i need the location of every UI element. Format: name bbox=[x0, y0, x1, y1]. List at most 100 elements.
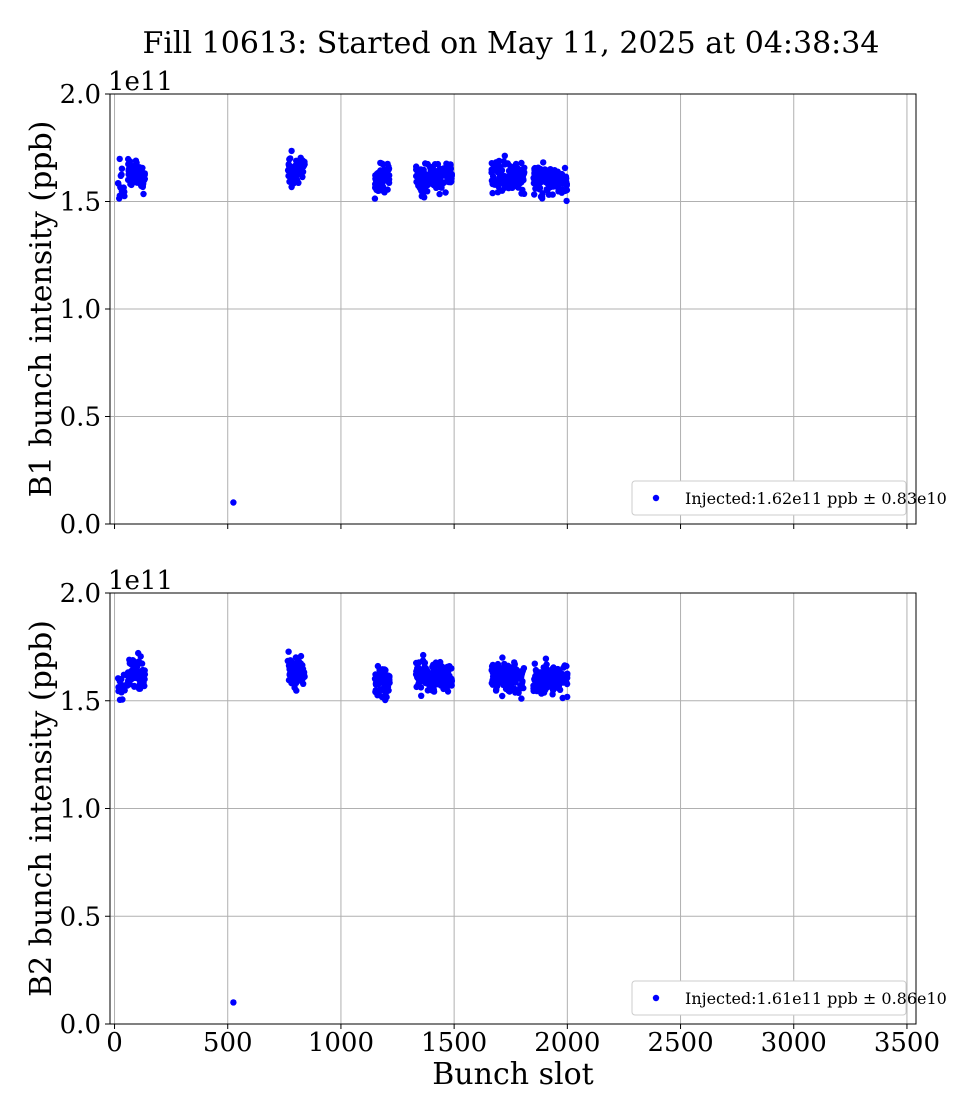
data-point bbox=[520, 684, 527, 692]
data-point bbox=[505, 676, 513, 684]
data-point bbox=[383, 676, 390, 683]
data-point bbox=[491, 181, 498, 188]
x-tick-label: 500 bbox=[203, 1028, 253, 1058]
data-point bbox=[124, 680, 131, 687]
data-point bbox=[130, 674, 138, 682]
data-point bbox=[489, 189, 496, 197]
data-point bbox=[562, 187, 569, 195]
data-point bbox=[136, 685, 144, 692]
data-point bbox=[377, 176, 385, 184]
data-point bbox=[489, 669, 497, 677]
data-point bbox=[131, 683, 138, 690]
data-point bbox=[492, 687, 500, 694]
data-point bbox=[531, 660, 538, 667]
data-point bbox=[116, 678, 124, 685]
y-tick-label: 0.0 bbox=[60, 510, 101, 540]
data-point bbox=[416, 173, 423, 180]
y-offset-text: 1e11 bbox=[108, 566, 173, 596]
legend-label: Injected:1.61e11 ppb ± 0.86e10 bbox=[685, 989, 947, 1008]
data-point bbox=[432, 659, 440, 666]
x-tick-label: 3000 bbox=[761, 1028, 827, 1058]
data-point bbox=[531, 675, 538, 683]
data-point bbox=[556, 686, 564, 693]
data-point bbox=[546, 166, 553, 174]
data-point bbox=[555, 180, 563, 188]
data-point bbox=[286, 665, 293, 672]
data-point bbox=[420, 677, 428, 685]
legend-marker bbox=[652, 494, 660, 502]
data-points bbox=[114, 147, 571, 506]
data-point bbox=[418, 193, 425, 200]
data-point bbox=[433, 184, 440, 191]
data-point bbox=[293, 659, 300, 667]
data-point bbox=[373, 172, 380, 179]
data-point bbox=[140, 190, 147, 198]
data-point bbox=[416, 166, 424, 173]
data-point bbox=[550, 664, 557, 671]
data-point bbox=[505, 184, 512, 192]
data-point bbox=[447, 162, 454, 169]
data-point bbox=[497, 177, 504, 184]
data-point bbox=[128, 661, 135, 668]
x-tick-label: 2000 bbox=[534, 1028, 600, 1058]
data-point bbox=[127, 169, 135, 177]
x-tick-label: 1000 bbox=[308, 1028, 374, 1058]
data-point bbox=[509, 175, 516, 182]
data-point bbox=[118, 185, 125, 192]
data-point bbox=[559, 694, 566, 702]
y-tick-label: 1.0 bbox=[60, 295, 101, 325]
data-point bbox=[549, 191, 556, 198]
data-point bbox=[539, 195, 546, 202]
y-tick-label: 1.5 bbox=[60, 188, 101, 218]
data-point bbox=[137, 653, 144, 660]
data-point bbox=[436, 190, 443, 198]
y-tick-label: 1.0 bbox=[60, 795, 101, 825]
y-axis-label: B2 bunch intensity (ppb) bbox=[24, 620, 59, 997]
data-point bbox=[118, 686, 125, 694]
data-point bbox=[286, 178, 293, 185]
data-point bbox=[292, 665, 300, 673]
data-point bbox=[127, 669, 134, 676]
plot-frame bbox=[109, 93, 917, 525]
legend-label: Injected:1.62e11 ppb ± 0.83e10 bbox=[685, 489, 947, 508]
data-point bbox=[540, 168, 547, 176]
data-point bbox=[440, 167, 447, 174]
data-point bbox=[295, 179, 302, 186]
data-point bbox=[518, 695, 525, 702]
data-point bbox=[540, 664, 547, 671]
data-point bbox=[423, 667, 431, 674]
data-point bbox=[508, 686, 515, 693]
data-point bbox=[519, 679, 526, 686]
data-point bbox=[501, 152, 508, 159]
data-point bbox=[538, 680, 546, 688]
data-point bbox=[520, 176, 527, 184]
data-point bbox=[292, 654, 300, 661]
data-point bbox=[561, 164, 569, 172]
data-point bbox=[521, 169, 528, 176]
data-point bbox=[415, 671, 422, 679]
data-point bbox=[535, 180, 542, 187]
data-point bbox=[133, 663, 141, 671]
data-point bbox=[540, 159, 547, 166]
data-point bbox=[494, 189, 502, 196]
data-point bbox=[511, 661, 518, 668]
data-points bbox=[114, 648, 571, 1006]
data-point bbox=[489, 661, 497, 669]
data-point bbox=[564, 674, 571, 682]
y-offset-text: 1e11 bbox=[108, 67, 173, 97]
data-point bbox=[489, 677, 497, 684]
data-point bbox=[137, 178, 144, 186]
x-tick-label: 1500 bbox=[421, 1028, 487, 1058]
data-point bbox=[140, 679, 147, 687]
data-point bbox=[125, 155, 132, 163]
data-point bbox=[297, 652, 305, 660]
legend-marker bbox=[652, 994, 660, 1002]
data-point bbox=[288, 183, 295, 191]
data-point bbox=[376, 675, 384, 683]
data-point bbox=[371, 195, 379, 202]
data-point bbox=[532, 666, 540, 674]
data-point bbox=[296, 670, 303, 677]
data-point bbox=[117, 172, 125, 179]
data-point bbox=[507, 163, 514, 170]
